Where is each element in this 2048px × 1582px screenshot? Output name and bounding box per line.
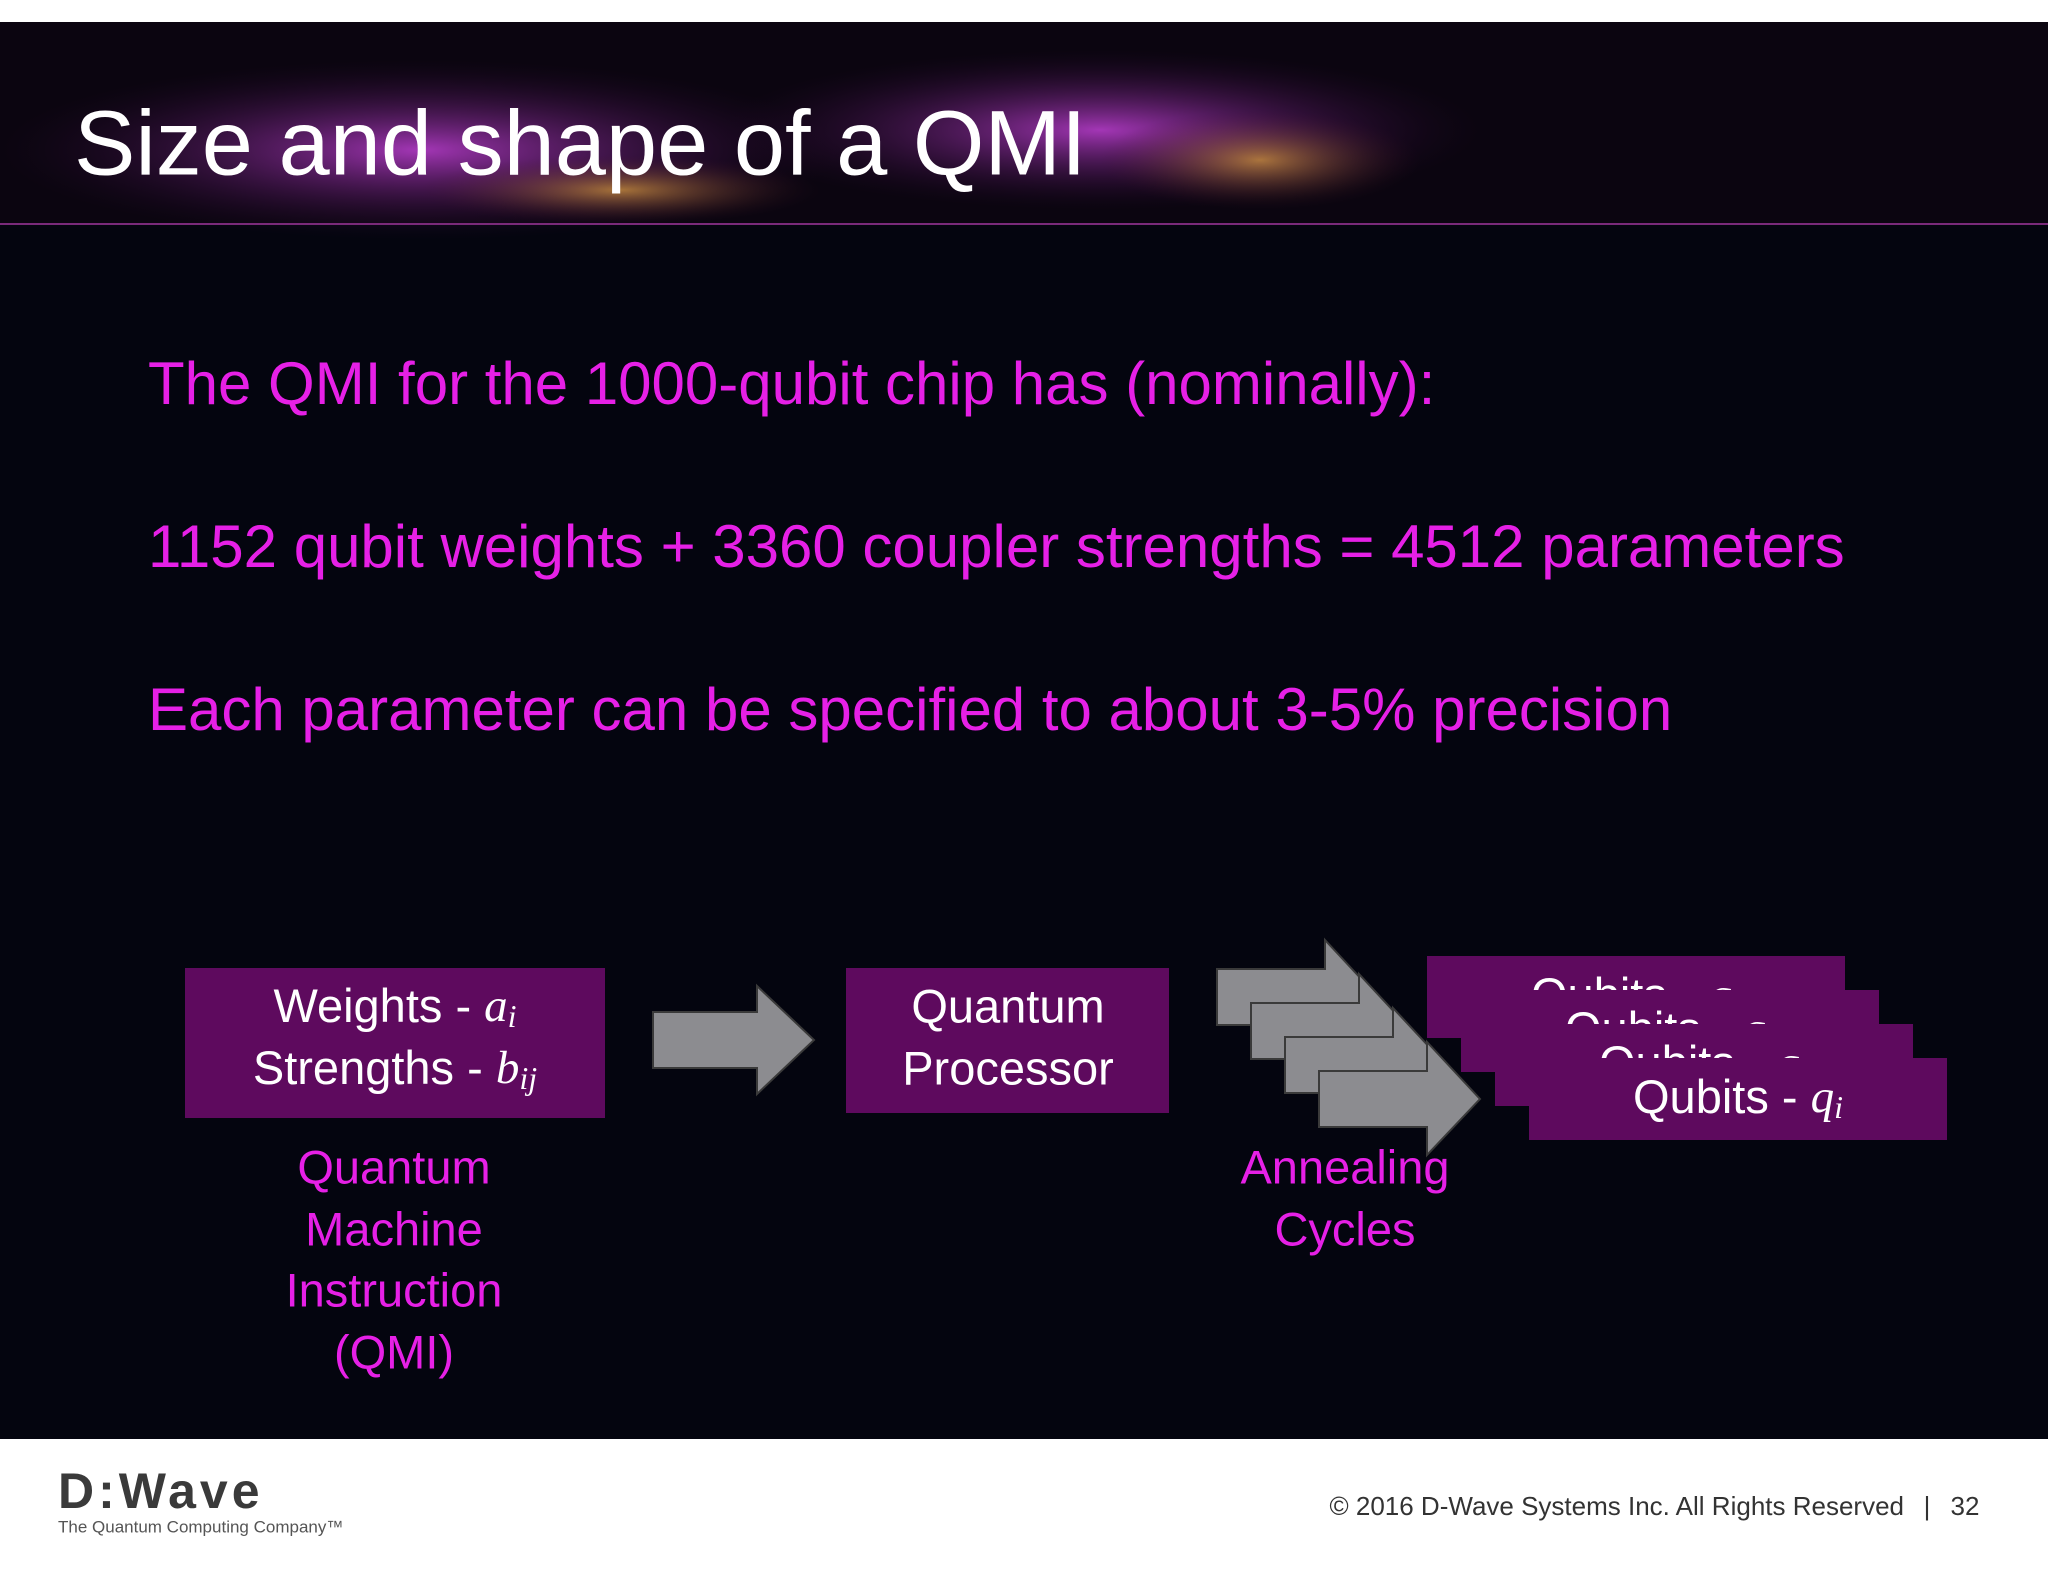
processor-line: Quantum	[911, 979, 1104, 1032]
output-box: Qubits - qi	[1529, 1058, 1947, 1140]
caption-line: Annealing	[1240, 1140, 1449, 1193]
page-number: 32	[1951, 1491, 1980, 1521]
input-line: Strengths - bij	[253, 1041, 537, 1096]
body-line: Each parameter can be specified to about…	[148, 676, 1672, 743]
label: Qubits -	[1633, 1070, 1811, 1123]
output-label: Qubits - qi	[1633, 1070, 1843, 1125]
caption-line: Instruction	[286, 1263, 503, 1316]
slide-background	[0, 22, 2048, 1439]
caption-line: Cycles	[1274, 1202, 1415, 1255]
subscript: i	[1834, 1089, 1843, 1125]
caption-line: (QMI)	[334, 1325, 454, 1378]
label: Weights -	[273, 979, 484, 1032]
variable: a	[484, 980, 508, 1032]
output-box-rect	[1529, 1058, 1947, 1140]
footer: D:Wave The Quantum Computing Company™ © …	[58, 1463, 1979, 1536]
subscript: ij	[519, 1060, 537, 1096]
body-line: 1152 qubit weights + 3360 coupler streng…	[148, 513, 1845, 580]
variable: q	[1811, 1071, 1835, 1123]
subscript: i	[508, 998, 517, 1034]
processor-box: Quantum Processor	[846, 968, 1169, 1113]
label: Strengths -	[253, 1041, 496, 1094]
input-line: Weights - ai	[273, 979, 516, 1034]
processor-line: Processor	[902, 1041, 1114, 1094]
separator: |	[1924, 1491, 1931, 1521]
body-line: The QMI for the 1000-qubit chip has (nom…	[148, 350, 1435, 417]
logo: D:Wave	[58, 1463, 264, 1519]
output-boxes: Qubits - qiQubits - qiQubits - qiQubits …	[1427, 956, 1947, 1140]
tagline: The Quantum Computing Company™	[58, 1517, 343, 1536]
caption-line: Machine	[305, 1202, 483, 1255]
header-banner	[0, 22, 2048, 240]
input-box: Weights - ai Strengths - bij	[185, 968, 605, 1118]
arrow	[652, 983, 816, 1097]
caption-line: Quantum	[297, 1140, 490, 1193]
variable: b	[496, 1042, 520, 1094]
slide-title: Size and shape of a QMI	[74, 92, 1087, 194]
copyright: © 2016 D-Wave Systems Inc. All Rights Re…	[1329, 1491, 1904, 1521]
annealing-arrows	[1216, 937, 1482, 1158]
